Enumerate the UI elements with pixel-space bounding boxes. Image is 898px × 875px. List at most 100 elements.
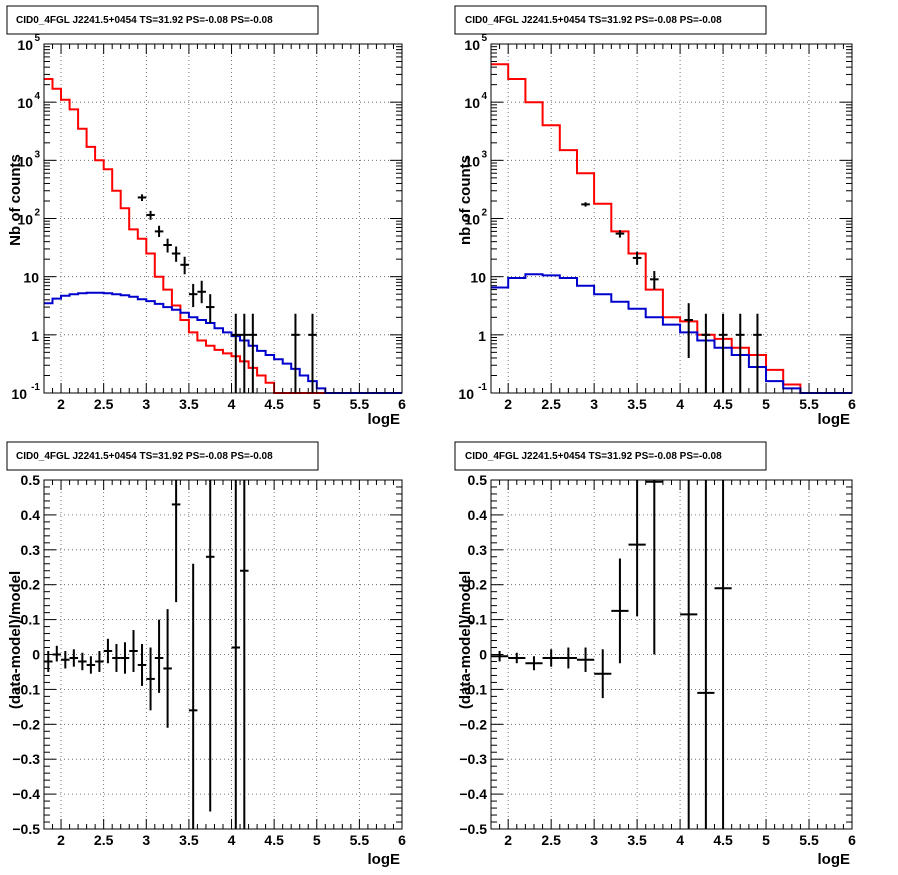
y-tick-label: 510 [464, 33, 487, 53]
x-axis-label: logE [368, 851, 401, 868]
y-tick-label: −0.2 [12, 716, 40, 732]
y-tick-exponent: 5 [481, 33, 487, 44]
y-tick-exponent: 2 [34, 208, 40, 219]
residual-point [146, 647, 155, 711]
residual-point [645, 480, 663, 655]
y-tick-label: 0.1 [468, 612, 488, 628]
x-tick-label: 5 [762, 396, 770, 412]
residual-point [714, 480, 732, 829]
y-tick-label: −0.3 [12, 751, 40, 767]
residual-point [628, 480, 646, 617]
y-tick-base: 10 [17, 153, 33, 169]
title-box [454, 5, 767, 35]
y-tick-base: 1 [31, 328, 39, 344]
data-point [197, 280, 206, 304]
x-tick-label: 3 [590, 396, 598, 412]
y-tick-label: 310 [17, 149, 40, 169]
residual-point [491, 651, 509, 662]
x-tick-label: 3 [590, 832, 598, 848]
data-point [753, 313, 762, 393]
y-tick-exponent: -1 [478, 382, 487, 393]
y-tick-base: 10 [23, 270, 39, 286]
data-point [615, 230, 625, 238]
y-tick-base: 10 [464, 212, 480, 228]
x-tick-label: 6 [848, 832, 856, 848]
data-point [581, 202, 590, 207]
y-axis-label: nb of counts [457, 155, 474, 245]
data-point [632, 251, 642, 265]
x-tick-label: 4.5 [264, 396, 284, 412]
y-tick-exponent: 3 [481, 149, 487, 160]
data-point [248, 313, 258, 393]
y-tick-exponent: 3 [34, 149, 40, 160]
data-point [146, 210, 155, 220]
residual-point [525, 656, 543, 671]
x-tick-label: 5.5 [350, 396, 370, 412]
y-tick-base: 10 [17, 95, 33, 111]
residual-point [103, 638, 113, 664]
y-tick-label: 0 [479, 647, 487, 663]
y-tick-label: 310 [464, 149, 487, 169]
y-tick-label: 0.5 [21, 472, 41, 488]
title-box [6, 441, 319, 471]
residual-point [129, 630, 138, 672]
y-tick-label: 0.2 [21, 577, 41, 593]
x-tick-label: 3.5 [179, 396, 199, 412]
data-point [684, 303, 693, 358]
y-tick-label: −0.1 [459, 681, 487, 697]
data-point [291, 313, 300, 393]
panel-top-left: CID0_4FGL J2241.5+0454 TS=31.92 PS=-0.08… [6, 5, 406, 428]
x-tick-label: 4.5 [713, 396, 733, 412]
x-tick-label: 2 [57, 396, 65, 412]
y-tick-label: −0.5 [12, 821, 40, 837]
y-tick-label: 510 [17, 33, 40, 53]
y-tick-exponent: 2 [481, 208, 487, 219]
y-tick-label: −0.2 [459, 716, 487, 732]
residual-point [594, 649, 612, 699]
data-point [308, 313, 317, 393]
x-tick-label: 6 [398, 396, 406, 412]
panel-title: CID0_4FGL J2241.5+0454 TS=31.92 PS=-0.08… [465, 451, 722, 462]
data-point [231, 313, 241, 393]
x-tick-label: 5 [762, 832, 770, 848]
data-point [163, 238, 172, 253]
x-axis-label: logE [818, 411, 851, 428]
source-model-line [491, 273, 852, 394]
residual-point [171, 480, 181, 603]
data-point [154, 225, 164, 238]
panel-top-right: CID0_4FGL J2241.5+0454 TS=31.92 PS=-0.08… [454, 5, 856, 428]
panel-bottom-left: CID0_4FGL J2241.5+0454 TS=31.92 PS=-0.08… [6, 441, 406, 868]
x-tick-label: 3.5 [627, 396, 647, 412]
data-point [701, 313, 711, 393]
y-tick-label: 10 [470, 270, 486, 286]
y-tick-base: 10 [464, 95, 480, 111]
data-point [137, 194, 147, 201]
x-axis-label: logE [818, 851, 851, 868]
x-tick-label: 2 [504, 832, 512, 848]
x-tick-label: 3.5 [179, 832, 199, 848]
y-axis-label: (data-model)/model [7, 571, 24, 709]
y-tick-base: 10 [464, 37, 480, 53]
y-tick-label: 0.4 [21, 507, 41, 523]
y-tick-label: 210 [17, 208, 40, 228]
residual-point [231, 480, 241, 829]
x-tick-label: 6 [848, 396, 856, 412]
residual-point [508, 652, 526, 664]
panel-title: CID0_4FGL J2241.5+0454 TS=31.92 PS=-0.08… [465, 15, 722, 26]
y-tick-label: 0.5 [468, 472, 488, 488]
residual-point [61, 651, 70, 669]
y-tick-label: −0.1 [12, 681, 40, 697]
data-point [650, 271, 659, 290]
data-point [171, 246, 181, 262]
residual-point [188, 563, 198, 829]
y-tick-label: −0.5 [459, 821, 487, 837]
residual-point [697, 480, 715, 829]
title-box [6, 5, 319, 35]
residual-point [542, 649, 560, 667]
x-tick-label: 3 [142, 832, 150, 848]
y-tick-label: -1 10 [11, 382, 40, 402]
residual-point [611, 558, 629, 664]
x-tick-label: 4 [676, 396, 684, 412]
x-tick-label: 2 [57, 832, 65, 848]
panel-title: CID0_4FGL J2241.5+0454 TS=31.92 PS=-0.08… [16, 451, 273, 462]
